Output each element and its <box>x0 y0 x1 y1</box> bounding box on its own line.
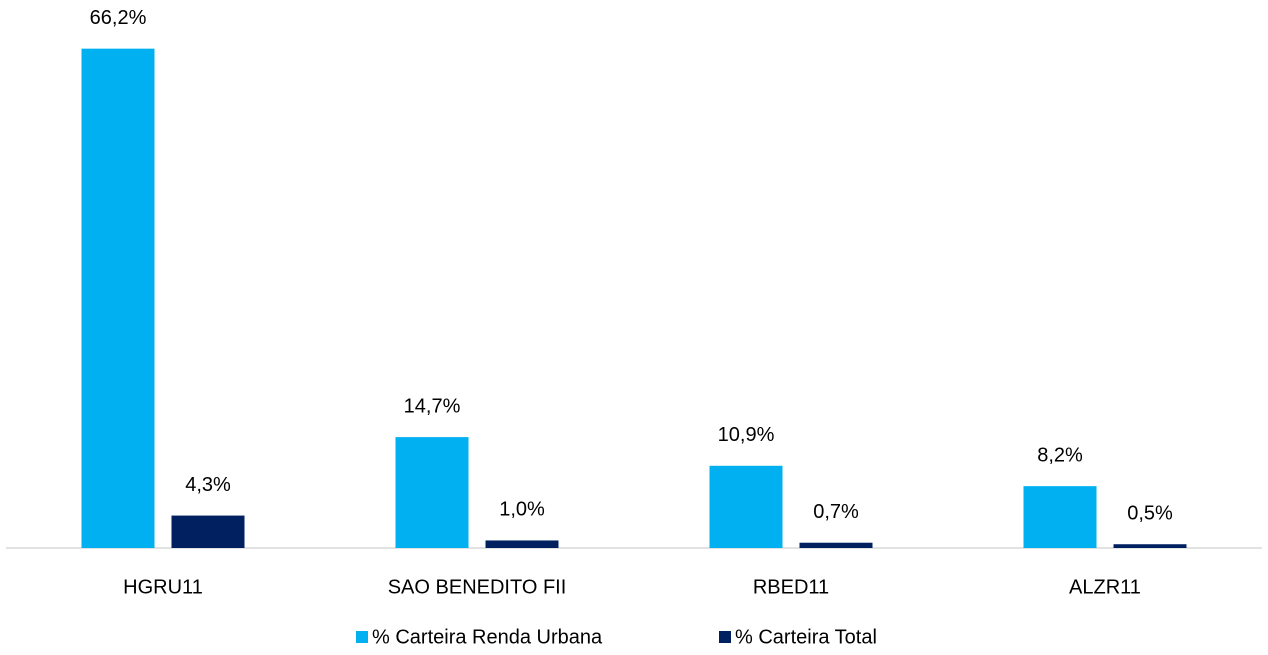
legend-swatch <box>719 631 731 643</box>
x-tick-label: RBED11 <box>753 576 829 598</box>
legend-swatch <box>356 631 368 643</box>
data-label: 4,3% <box>185 474 231 496</box>
x-tick-label: ALZR11 <box>1069 576 1141 598</box>
bar <box>1023 486 1097 548</box>
bar <box>171 515 245 548</box>
data-label: 66,2% <box>90 7 147 29</box>
bar <box>395 437 469 548</box>
data-label: 0,7% <box>813 501 859 523</box>
bar <box>485 540 559 548</box>
bar <box>1113 544 1187 548</box>
data-label: 10,9% <box>718 424 775 446</box>
data-label: 8,2% <box>1037 444 1083 466</box>
data-label: 1,0% <box>499 499 545 521</box>
legend-label: % Carteira Total <box>735 626 877 648</box>
bar <box>709 465 783 548</box>
x-tick-label: SAO BENEDITO FII <box>388 576 567 598</box>
x-tick-label: HGRU11 <box>123 576 203 598</box>
legend-label: % Carteira Renda Urbana <box>372 626 603 648</box>
data-label: 14,7% <box>404 395 461 417</box>
bar <box>81 48 155 549</box>
bar <box>799 542 873 548</box>
data-label: 0,5% <box>1127 503 1173 525</box>
